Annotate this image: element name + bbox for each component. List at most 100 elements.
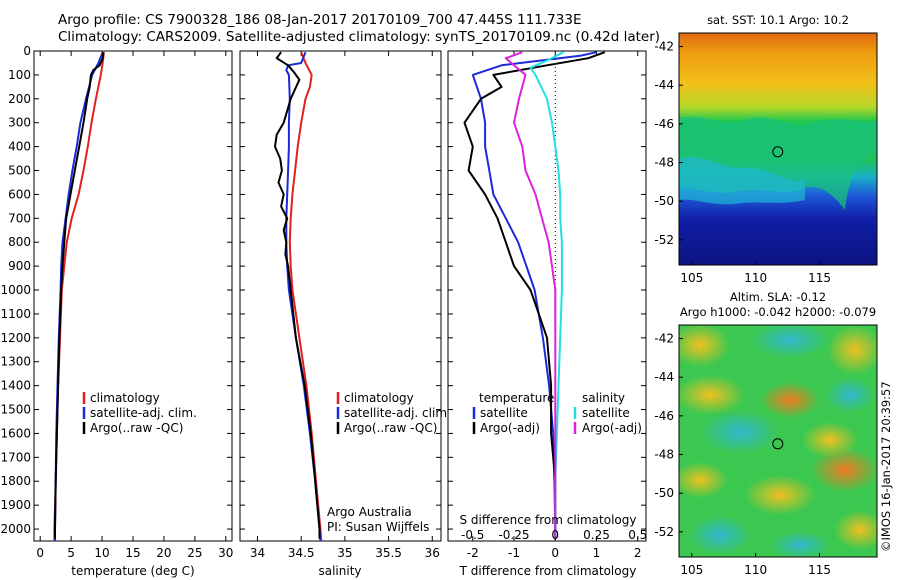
y-tick-label: 900 [8,259,31,273]
lat-tick-label: -44 [654,370,674,384]
temperature-axes [33,50,233,542]
legend-label-satellite: satellite-adj. clim. [344,406,451,420]
y-tick-label: 1800 [0,474,31,488]
series-line-temperature-satellite [471,51,597,539]
lat-tick-label: -46 [654,117,674,131]
sst-map-title: sat. SST: 10.1 Argo: 10.2 [707,13,849,27]
legend-label-s-argo: Argo(-adj) [582,421,642,435]
salinity-xlabel: salinity [318,564,361,578]
sla-map-panel: Altim. SLA: -0.12 Argo h1000: -0.042 h20… [654,290,878,577]
series-line-argo-raw-qc [54,52,105,539]
lon-tick-label: 105 [680,563,703,577]
s-tick-label: -0.25 [498,528,529,542]
argo-float-marker [772,146,784,158]
y-tick-label: 1000 [0,283,31,297]
lat-tick-label: -48 [654,156,674,170]
y-tick-label: 400 [8,140,31,154]
temperature-xlabel: temperature (deg C) [71,564,194,578]
sla-map-title: Altim. SLA: -0.12 [730,290,826,304]
y-tick-label: 600 [8,187,31,201]
legend-title-salinity: salinity [582,391,625,405]
x-tick-label: -1 [508,546,520,560]
x-tick-label: 34.5 [288,546,315,560]
legend-label-argo: Argo(..raw -QC) [344,421,437,435]
pi-annotation: PI: Susan Wijffels [327,520,429,534]
difference-legend: temperature satellite Argo(-adj) salinit… [472,391,642,435]
salinity-axes [239,50,442,542]
lat-tick-label: -50 [654,486,674,500]
lon-tick-label: 110 [744,563,767,577]
x-tick-label: 2 [634,546,642,560]
legend-label-s-satellite: satellite [582,406,630,420]
imos-credit: ©IMOS 16-Jan-2017 20:39:57 [879,381,893,552]
difference-panel: -2 -1 0 1 2 T difference from climatology S … [447,50,647,578]
x-tick-label: 30 [218,546,233,560]
y-tick-label: 500 [8,164,31,178]
s-tick-label: 0 [551,528,559,542]
salinity-panel: 34 34.5 35 35.5 36 salinity climatology sate… [239,50,451,578]
header-title: Argo profile: CS 7900328_186 08-Jan-2017… [58,12,581,28]
y-tick-label: 1100 [0,307,31,321]
y-tick-label: 1600 [0,426,31,440]
legend-label-t-argo: Argo(-adj) [480,421,540,435]
lat-tick-label: -46 [654,409,674,423]
y-tick-label: 1200 [0,331,31,345]
legend-label-climatology: climatology [90,391,160,405]
lat-tick-label: -42 [654,332,674,346]
lat-tick-label: -42 [654,40,674,54]
sla-field [679,325,877,557]
y-tick-label: 1400 [0,379,31,393]
legend-label-argo: Argo(..raw -QC) [90,421,183,435]
x-tick-label: 34 [250,546,265,560]
y-tick-label: 2000 [0,522,31,536]
legend-title-temperature: temperature [479,391,554,405]
x-tick-label: 20 [156,546,171,560]
t-difference-xlabel: T difference from climatology [459,564,637,578]
lat-tick-label: -50 [654,194,674,208]
x-tick-label: 25 [187,546,202,560]
s-tick-label: 0.5 [628,528,647,542]
lat-tick-label: -52 [654,233,674,247]
argo-australia-annotation: Argo Australia [327,505,412,519]
s-tick-label: -0.5 [461,528,484,542]
legend-label-satellite: satellite-adj. clim. [90,406,197,420]
legend-label-climatology: climatology [344,391,414,405]
x-tick-label: 35 [337,546,352,560]
y-tick-label: 300 [8,116,31,130]
x-tick-label: 36 [425,546,440,560]
lat-tick-label: -44 [654,78,674,92]
x-tick-label: 0 [36,546,44,560]
argo-float-marker [772,438,784,450]
y-tick-label: 800 [8,235,31,249]
difference-axes [447,50,647,542]
x-tick-label: -2 [467,546,479,560]
y-tick-label: 1500 [0,403,31,417]
y-tick-label: 1900 [0,498,31,512]
series-line-salinity-satellite [529,51,564,539]
series-line-salinity-argo-adj [504,51,557,539]
salinity-legend: climatology satellite-adj. clim. Argo(..… [336,391,451,435]
series-line-temperature-argo-adj [463,51,606,539]
lon-tick-label: 110 [744,271,767,285]
header-subtitle: Climatology: CARS2009. Satellite-adjuste… [58,29,660,45]
y-tick-label: 700 [8,211,31,225]
sla-map-axes [678,324,878,558]
x-tick-label: 35.5 [375,546,402,560]
y-tick-label: 1700 [0,450,31,464]
lon-tick-label: 115 [808,563,831,577]
series-line-argo-raw-qc [274,51,321,539]
x-tick-label: 10 [94,546,109,560]
x-tick-label: 5 [67,546,75,560]
y-tick-label: 1300 [0,355,31,369]
y-tick-label: 200 [8,92,31,106]
lat-tick-label: -48 [654,448,674,462]
lon-tick-label: 105 [680,271,703,285]
sst-map-axes [678,32,878,266]
x-tick-label: 0 [551,546,559,560]
temperature-panel: 0 5 10 15 20 25 300100200300400500600700800900… [0,44,233,578]
temperature-legend: climatology satellite-adj. clim. Argo(..… [82,391,197,435]
lon-tick-label: 115 [808,271,831,285]
y-tick-label: 0 [23,44,31,58]
x-tick-label: 15 [125,546,140,560]
